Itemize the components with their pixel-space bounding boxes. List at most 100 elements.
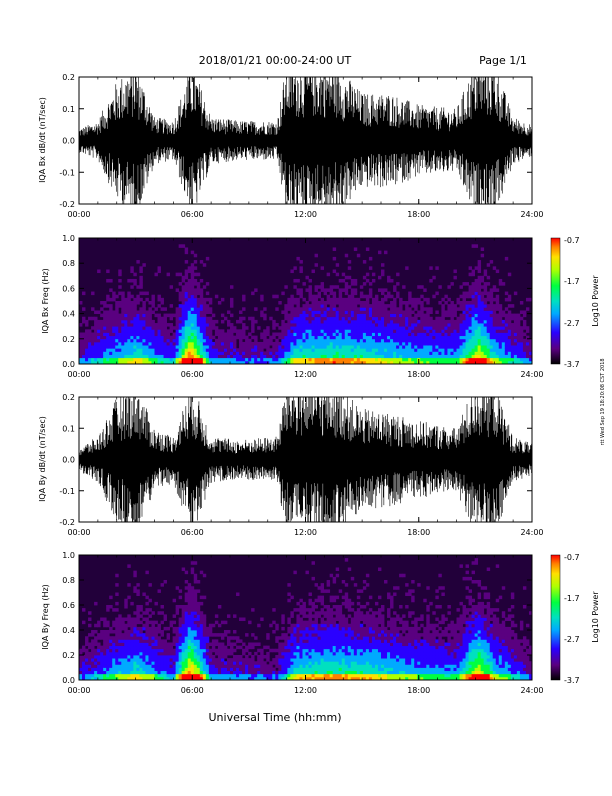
spectrogram-cell [130,345,133,349]
spectrogram-cell [173,348,176,352]
spectrogram-cell [405,304,408,308]
spectrogram-cell [269,339,272,343]
spectrogram-cell [299,611,302,615]
spectrogram-cell [360,348,363,352]
spectrogram-cell [212,668,215,672]
spectrogram-cell [508,348,511,352]
spectrogram-cell [200,664,203,668]
spectrogram-cell [109,649,112,653]
spectrogram-cell [466,307,469,311]
spectrogram-cell [158,336,161,340]
spectrogram-cell [429,266,432,270]
spectrogram-cell [321,301,324,305]
spectrogram-cell [372,339,375,343]
spectrogram-cell [411,317,414,321]
spectrogram-cell [94,668,97,672]
spectrogram-cell [342,664,345,668]
spectrogram-cell [191,599,194,603]
spectrogram-cell [142,664,145,668]
spectrogram-cell [363,333,366,337]
spectrogram-cell [309,639,312,643]
spectrogram-cell [378,307,381,311]
spectrogram-cell [321,618,324,622]
spectrogram-cell [197,655,200,659]
spectrogram-cell [487,310,490,314]
spectrogram-cell [139,320,142,324]
spectrogram-cell [278,655,281,659]
spectrogram-cell [79,649,82,653]
spectrogram-cell [299,621,302,625]
spectrogram-cell [414,355,417,359]
spectrogram-cell [103,621,106,625]
spectrogram-cell [414,298,417,302]
spectrogram-cell [299,310,302,314]
spectrogram-cell [139,342,142,346]
spectrogram-cell [354,279,357,283]
spectrogram-cell [79,342,82,346]
spectrogram-cell [272,295,275,299]
spectrogram-cell [309,674,312,678]
spectrogram-cell [88,661,91,665]
spectrogram-cell [387,326,390,330]
spectrogram-cell [290,643,293,647]
spectrogram-cell [357,307,360,311]
spectrogram-cell [296,602,299,606]
spectrogram-cell [151,630,154,634]
spectrogram-cell [420,336,423,340]
spectrogram-cell [185,608,188,612]
spectrogram-cell [139,345,142,349]
spectrogram-cell [330,633,333,637]
spectrogram-cell [402,345,405,349]
spectrogram-cell [121,636,124,640]
spectrogram-cell [318,630,321,634]
spectrogram-cell [236,646,239,650]
spectrogram-cell [227,671,230,675]
spectrogram-cell [221,655,224,659]
spectrogram-cell [158,339,161,343]
spectrogram-cell [333,295,336,299]
spectrogram-cell [88,624,91,628]
spectrogram-cell [390,307,393,311]
spectrogram-cell [97,323,100,327]
spectrogram-cell [318,596,321,600]
spectrogram-cell [269,342,272,346]
spectrogram-cell [173,655,176,659]
spectrogram-cell [375,323,378,327]
spectrogram-cell [121,649,124,653]
spectrogram-cell [94,329,97,333]
spectrogram-cell [321,589,324,593]
spectrogram-cell [85,674,88,678]
spectrogram-cell [366,279,369,283]
spectrogram-cell [306,646,309,650]
spectrogram-cell [342,314,345,318]
spectrogram-cell [197,608,200,612]
spectrogram-cell [387,351,390,355]
spectrogram-cell [487,263,490,267]
y-tick-label: 0.1 [62,424,75,433]
spectrogram-cell [151,339,154,343]
spectrogram-cell [463,336,466,340]
spectrogram-cell [475,282,478,286]
spectrogram-cell [127,643,130,647]
spectrogram-cell [97,320,100,324]
spectrogram-cell [100,345,103,349]
spectrogram-cell [161,664,164,668]
spectrogram-cell [348,652,351,656]
spectrogram-cell [351,301,354,305]
spectrogram-cell [109,348,112,352]
spectrogram-cell [203,323,206,327]
spectrogram-cell [339,323,342,327]
spectrogram-cell [115,351,118,355]
spectrogram-cell [158,298,161,302]
spectrogram-cell [275,351,278,355]
spectrogram-cell [139,282,142,286]
spectrogram-cell [339,618,342,622]
spectrogram-cell [139,292,142,296]
spectrogram-cell [309,671,312,675]
spectrogram-cell [209,342,212,346]
spectrogram-cell [239,618,242,622]
spectrogram-cell [287,627,290,631]
spectrogram-cell [182,320,185,324]
spectrogram-cell [508,310,511,314]
spectrogram-cell [429,326,432,330]
